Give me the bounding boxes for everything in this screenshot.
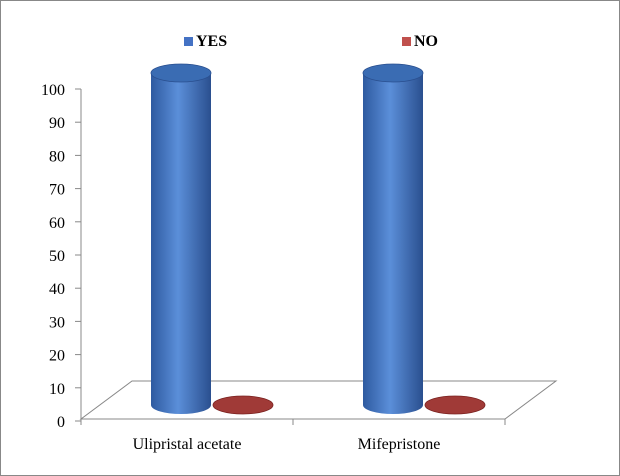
y-tick-label: 50: [49, 248, 65, 265]
y-tick-label: 80: [49, 148, 65, 165]
y-tick-label: 10: [49, 381, 65, 398]
bar-no-1: [212, 395, 274, 415]
legend-swatch-yes: [184, 37, 193, 46]
y-tick-label: 60: [49, 215, 65, 232]
bar-top: [212, 395, 274, 415]
bar-yes-2: [362, 63, 424, 414]
y-tick-label: 100: [41, 82, 65, 99]
legend-label-yes: YES: [196, 33, 227, 50]
legend-label-no: NO: [414, 33, 438, 50]
legend: YES NO: [184, 33, 438, 50]
x-tick-label-mifepristone: Mifepristone: [358, 436, 441, 453]
y-tick-label: 20: [49, 348, 65, 365]
bar-body: [151, 73, 211, 414]
y-tick-label: 90: [49, 115, 65, 132]
bar-top: [424, 395, 486, 415]
bar-top: [150, 63, 212, 83]
bar-yes-1: [150, 63, 212, 414]
bar-body: [363, 73, 423, 414]
y-tick-label: 40: [49, 281, 65, 298]
bar-no-2: [424, 395, 486, 415]
legend-swatch-no: [402, 37, 411, 46]
bar-top: [362, 63, 424, 83]
y-axis-ticks: 0 10 20 30 40 50 60 70 80 90 100: [41, 82, 81, 431]
y-tick-label: 30: [49, 314, 65, 331]
bars: [150, 63, 486, 415]
y-tick-label: 70: [49, 182, 65, 199]
y-tick-label: 0: [57, 414, 65, 431]
x-tick-label-ulipristal: Ulipristal acetate: [133, 436, 242, 453]
